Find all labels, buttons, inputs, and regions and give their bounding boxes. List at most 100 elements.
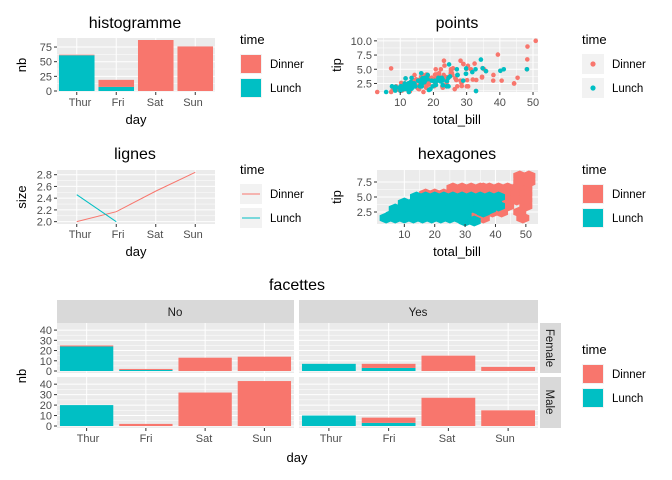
bar-lunch (59, 405, 114, 426)
line-lunch (76, 194, 117, 223)
legend-key-lunch (590, 85, 596, 91)
bar-dinner (59, 345, 114, 347)
bar-lunch (58, 55, 95, 91)
hexagones-ylabel: tip (329, 190, 344, 204)
facettes-legend-dinner: Dinner (612, 369, 646, 381)
point-dinner (524, 57, 530, 62)
facettes-xtick: Sun (252, 433, 272, 445)
y-tick-label: 40 (40, 325, 52, 337)
point-dinner (464, 77, 470, 83)
x-tick-label: 50 (520, 229, 532, 241)
bar-lunch (301, 415, 356, 426)
y-tick-label: 5.0 (357, 192, 372, 204)
histogramme-xtick: Thur (69, 97, 92, 109)
facettes-xtick: Sat (196, 433, 213, 445)
x-tick-label: 10 (394, 97, 406, 109)
facettes-xtick: Sun (495, 433, 515, 445)
y-tick-label: 40 (40, 379, 52, 391)
point-lunch (470, 69, 475, 75)
histogramme-xtick: Sat (147, 97, 164, 109)
facettes-xlabel: day (287, 450, 308, 465)
facet-strip-yes (299, 300, 538, 323)
point-lunch (460, 78, 466, 83)
bar-dinner (237, 356, 292, 371)
point-lunch (463, 66, 469, 71)
bar-lunch (301, 363, 356, 371)
y-tick-label: 2.5 (357, 78, 372, 90)
point-lunch (436, 75, 441, 81)
y-tick-label: 2.5 (357, 207, 372, 219)
point-dinner (398, 80, 404, 86)
facettes-ylabel: nb (14, 369, 29, 383)
facet-strip-female (540, 323, 561, 373)
x-tick-label: 50 (527, 97, 539, 109)
point-dinner (511, 81, 517, 86)
x-tick-label: 30 (459, 229, 471, 241)
point-dinner (433, 66, 439, 72)
hexagones-legend-title: time (582, 162, 607, 177)
facettes-xtick: Sat (439, 433, 456, 445)
lignes-title: lignes (114, 146, 156, 163)
point-dinner (533, 38, 539, 44)
facettes-legend-lunch: Lunch (612, 393, 643, 405)
y-tick-label: 75 (40, 42, 52, 54)
lignes-panel (57, 170, 215, 224)
histogramme-legend-title: time (240, 32, 265, 47)
point-lunch (444, 78, 450, 84)
bar-dinner (481, 366, 536, 371)
bar-dinner (119, 368, 173, 370)
point-lunch (393, 86, 398, 92)
point-dinner (458, 58, 463, 64)
histogramme-chart: histogramme 0 25 50 75 Thur Fri Sat Sun day… (14, 15, 304, 127)
point-lunch (409, 75, 414, 81)
facettes-title: facettes (269, 277, 325, 294)
point-lunch (406, 89, 412, 95)
histogramme-title: histogramme (89, 15, 182, 32)
lignes-plot: 2.02.22.42.62.8 (37, 170, 215, 229)
point-dinner (441, 58, 447, 64)
bar-dinner (178, 357, 232, 371)
hexagones-xlabel: total_bill (433, 244, 481, 259)
point-lunch (422, 78, 428, 83)
lignes-chart: lignes 2.02.22.42.62.8 Thur Fri Sat Sun … (14, 146, 304, 259)
facet-strip-label-male: Male (543, 390, 555, 415)
point-dinner (479, 74, 485, 80)
legend-key-dinner (583, 365, 603, 383)
facettes-chart: facettes No Yes Female Male 010203040010… (14, 277, 646, 465)
hexagones-plot: 10 20 30 40 50 2.5 5.0 7.5 (357, 170, 538, 241)
points-plot: 10 20 30 40 50 2.5 5.0 7.5 10.0 (351, 36, 540, 109)
y-tick-label: 25 (40, 71, 52, 83)
y-tick-label: 5.0 (357, 64, 372, 76)
facettes-xtick: Fri (383, 433, 396, 445)
points-legend-lunch: Lunch (612, 83, 643, 95)
histogramme-plot: 0 25 50 75 (40, 38, 215, 98)
point-lunch (417, 84, 423, 89)
point-lunch (402, 84, 408, 89)
point-dinner (472, 61, 477, 66)
hex-lunch (492, 200, 506, 212)
point-lunch (416, 78, 421, 83)
point-lunch (389, 84, 395, 89)
point-dinner (499, 78, 504, 83)
x-tick-label: 40 (494, 97, 506, 109)
bar-dinner (98, 79, 135, 87)
point-lunch (454, 66, 460, 72)
point-dinner (473, 77, 479, 83)
points-legend-dinner: Dinner (612, 59, 646, 71)
point-dinner (450, 66, 456, 71)
point-lunch (473, 66, 478, 72)
point-lunch (524, 66, 530, 72)
facettes-legend-title: time (582, 342, 607, 357)
point-lunch (478, 57, 484, 62)
bar-dinner (421, 397, 476, 426)
y-tick-label: 0 (46, 421, 52, 433)
facettes-xtick: Thur (77, 433, 100, 445)
histogramme-legend-lunch: Lunch (270, 83, 301, 95)
x-tick-label: 10 (398, 229, 410, 241)
hex-dinner (476, 182, 490, 194)
bar-dinner (177, 46, 214, 91)
lignes-legend-title: time (240, 162, 265, 177)
point-lunch (446, 62, 452, 67)
lignes-legend-lunch: Lunch (270, 213, 301, 225)
